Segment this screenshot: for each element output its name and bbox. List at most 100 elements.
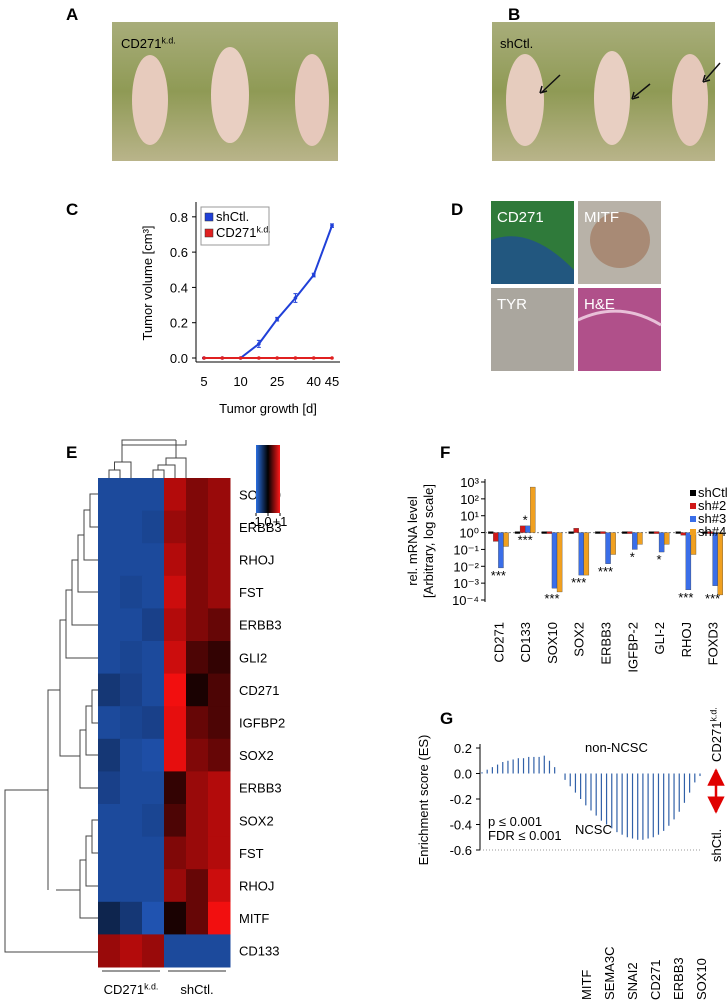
gene-label: CD271 — [648, 960, 663, 1000]
legend-label: shCtl. — [698, 485, 728, 500]
heatmap-cell — [164, 869, 187, 903]
bar — [685, 532, 692, 591]
label: shCtl. — [500, 36, 533, 51]
significance: *** — [544, 591, 559, 606]
bar — [583, 532, 590, 576]
panel-label: C — [66, 200, 78, 219]
label-sup: k.d. — [709, 707, 719, 721]
label-main: CD271 — [709, 722, 724, 762]
heatmap-cell — [120, 478, 143, 512]
x-tick-label: GLI-2 — [652, 622, 667, 655]
x-tick-label: CD271 — [491, 622, 506, 662]
x-tick-label: SOX2 — [572, 622, 587, 657]
photo-b — [492, 22, 721, 161]
y-tick-label: 0.4 — [170, 280, 188, 295]
bar — [680, 532, 686, 536]
gene-label: SNAI2 — [625, 962, 640, 1000]
bar — [627, 531, 633, 534]
y-tick-label: -0.6 — [450, 843, 472, 858]
y-tick-label: 0.8 — [170, 210, 188, 225]
heatmap-cell — [98, 673, 121, 707]
bar — [530, 486, 536, 533]
y-axis-label: [Arbitrary, log scale] — [421, 484, 436, 598]
row-label: RHOJ — [239, 879, 274, 894]
significance: * — [657, 552, 662, 567]
bar — [653, 531, 660, 534]
y-axis-label: Tumor volume [cm³] — [140, 225, 155, 340]
label-main: shCtl. — [500, 36, 533, 51]
bar — [488, 531, 494, 534]
bar — [493, 532, 499, 542]
x-tick-label: 40 — [306, 374, 320, 389]
x-tick-label: FOXD3 — [706, 622, 721, 665]
x-tick-label: 10 — [233, 374, 247, 389]
heatmap-cell — [208, 836, 231, 870]
row-label: SOX2 — [239, 813, 274, 828]
heatmap-cell — [120, 934, 143, 968]
x-tick-label: 5 — [200, 374, 207, 389]
bar — [621, 531, 628, 534]
point — [293, 296, 298, 300]
point — [257, 342, 261, 346]
bar — [637, 532, 643, 545]
heatmap-cell — [164, 771, 187, 805]
heatmap-cell — [142, 478, 165, 512]
y-tick-label: 10⁻¹ — [453, 542, 479, 557]
bar — [632, 532, 638, 550]
heatmap-cell — [208, 706, 231, 740]
significance: *** — [705, 591, 720, 606]
heatmap-cell — [208, 641, 231, 675]
stat: FDR ≤ 0.001 — [488, 828, 562, 843]
row-label: ERBB3 — [239, 781, 282, 796]
significance: *** — [571, 575, 586, 590]
row-label: FST — [239, 846, 264, 861]
heatmap-cell — [208, 901, 231, 935]
heatmap-cell — [208, 771, 231, 805]
x-axis-label: Tumor growth [d] — [219, 401, 317, 416]
heatmap-cell — [186, 575, 209, 609]
heatmap-cell — [98, 934, 121, 968]
heatmap-cell — [98, 608, 121, 642]
bar — [663, 532, 670, 545]
y-tick-label: 0.2 — [454, 741, 472, 756]
heatmap-cell — [142, 934, 165, 968]
x-tick-label: IGFBP-2 — [625, 622, 640, 673]
mouse — [594, 51, 630, 145]
heatmap-cell — [98, 543, 121, 577]
heatmap-cell — [98, 478, 121, 512]
arrow — [539, 62, 721, 100]
heatmap-cell — [120, 804, 143, 838]
bar — [595, 531, 601, 534]
bar — [690, 532, 697, 555]
photo-d: CD271 MITF TYR H&E — [491, 201, 662, 371]
heatmap-cell — [164, 641, 187, 675]
y-tick-label: 10¹ — [460, 509, 479, 524]
bar — [600, 531, 606, 534]
heatmap-cell — [98, 836, 121, 870]
x-tick-label: CD133 — [518, 622, 533, 662]
photo-a — [112, 22, 338, 161]
point — [330, 223, 334, 228]
heatmap-cell — [208, 510, 231, 544]
heatmap-cell — [186, 901, 209, 935]
heatmap-cell — [120, 706, 143, 740]
point — [257, 356, 261, 360]
bar — [546, 531, 553, 534]
panel-label: A — [66, 5, 78, 24]
stat: p ≤ 0.001 — [488, 814, 542, 829]
gene-label: MITF — [579, 970, 594, 1000]
heatmap-cell — [142, 673, 165, 707]
legend-label: sh#4 — [698, 524, 726, 539]
bar — [573, 528, 579, 533]
tile-texture — [491, 236, 574, 284]
heatmap-cell — [208, 543, 231, 577]
bar — [551, 532, 558, 589]
label-main: CD271 — [216, 225, 256, 240]
colorbar-label: +1 — [273, 514, 288, 529]
y-tick-label: -0.4 — [450, 818, 472, 833]
y-tick-label: 10⁻⁴ — [452, 593, 479, 608]
heatmap-cell — [208, 478, 231, 512]
mouse — [672, 54, 708, 146]
dendrogram-top — [108, 439, 187, 478]
